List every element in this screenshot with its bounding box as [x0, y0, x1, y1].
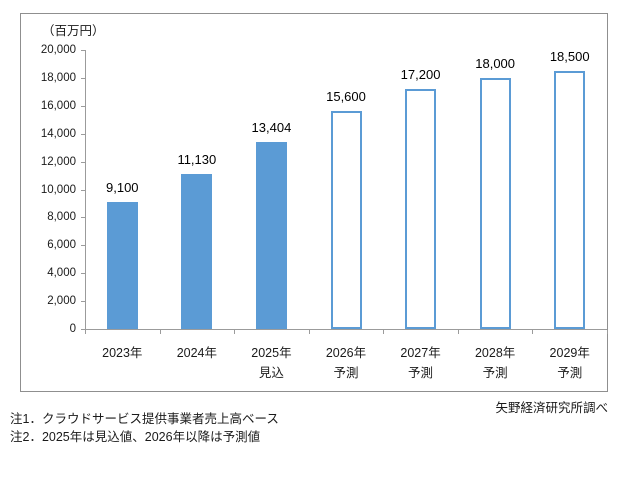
bar-2028年 [479, 77, 511, 329]
y-axis-tick-label: 8,000 [47, 211, 76, 224]
data-label-2029年: 18,500 [549, 48, 590, 64]
y-axis-tick-label: 16,000 [40, 99, 76, 112]
bar-2023年 [106, 202, 138, 329]
x-axis-label-2027年: 2027年 [400, 346, 441, 360]
x-axis-label-2028年: 2028年 [474, 346, 516, 360]
y-axis-tick-label: 20,000 [40, 44, 76, 56]
y-axis-tick-label: 6,000 [47, 239, 76, 252]
y-axis-tick [81, 301, 85, 303]
y-axis-line [85, 50, 86, 330]
x-axis-tick [159, 330, 161, 334]
y-axis-tick-label: 18,000 [40, 71, 76, 84]
footnotes: 注1．クラウドサービス提供事業者売上高ベース 注2．2025年は見込値、2026… [10, 411, 279, 446]
bar-2024年 [181, 173, 213, 329]
y-axis-tick-label: 10,000 [40, 183, 76, 196]
y-axis-tick-label: 0 [69, 323, 76, 335]
footnote-1: 注1．クラウドサービス提供事業者売上高ベース [10, 412, 279, 426]
bar-2029年 [554, 70, 586, 329]
data-label-2027年: 17,200 [400, 67, 441, 83]
x-axis-tick [383, 330, 385, 334]
y-axis-tick-label: 14,000 [40, 127, 76, 140]
bar-2025年 [255, 142, 287, 329]
y-axis-tick [81, 161, 85, 163]
x-axis-tick [85, 330, 86, 334]
y-axis-tick-label: 4,000 [47, 267, 76, 280]
y-axis-tick [81, 50, 85, 51]
y-axis-tick [81, 133, 85, 135]
y-axis-tick [81, 273, 85, 275]
x-axis-label-2023年: 2023年 [102, 346, 143, 360]
y-axis-tick [81, 217, 85, 219]
data-label-2025年: 13,404 [251, 120, 292, 135]
bar-2026年 [330, 111, 362, 329]
footnote-2: 注2．2025年は見込値、2026年以降は予測値 [10, 429, 261, 444]
chart-plot-frame: （百万円） 0 2,000 4,000 6,000 8,000 10,000 12,000 1… [20, 13, 608, 392]
y-axis-tick [81, 329, 85, 330]
data-label-2023年: 9,100 [106, 180, 139, 196]
y-axis-tick [81, 77, 85, 79]
y-axis-tick-label: 12,000 [40, 155, 76, 168]
y-axis-tick [81, 245, 85, 247]
y-axis-tick [81, 105, 85, 107]
x-axis-sublabel-2025年: 見込 [258, 366, 284, 380]
bar-2027年 [405, 89, 437, 329]
x-axis-tick [607, 330, 608, 334]
data-label-2024年: 11,130 [177, 151, 217, 167]
y-axis-tick [81, 189, 85, 191]
x-axis-tick [532, 330, 534, 334]
y-axis-tick-label: 2,000 [47, 295, 76, 308]
x-axis-label-2024年: 2024年 [176, 346, 217, 360]
x-axis-label-2026年: 2026年 [325, 346, 367, 360]
x-axis-label-2025年: 2025年 [251, 346, 292, 360]
x-axis-line [85, 329, 607, 330]
x-axis-sublabel-2026年: 予測 [333, 366, 359, 380]
y-axis-unit-label: （百万円） [42, 24, 105, 38]
data-label-2026年: 15,600 [326, 89, 366, 105]
x-axis-label-2029年: 2029年 [549, 346, 590, 360]
x-axis-sublabel-2027年: 予測 [408, 366, 434, 380]
x-axis-tick [457, 330, 459, 334]
x-axis-sublabel-2028年: 予測 [482, 366, 508, 380]
x-axis-tick [308, 330, 310, 334]
data-label-2028年: 18,000 [475, 55, 516, 71]
x-axis-sublabel-2029年: 予測 [557, 366, 583, 380]
source-attribution: 矢野経済研究所調べ [495, 401, 608, 415]
x-axis-tick [234, 330, 236, 334]
